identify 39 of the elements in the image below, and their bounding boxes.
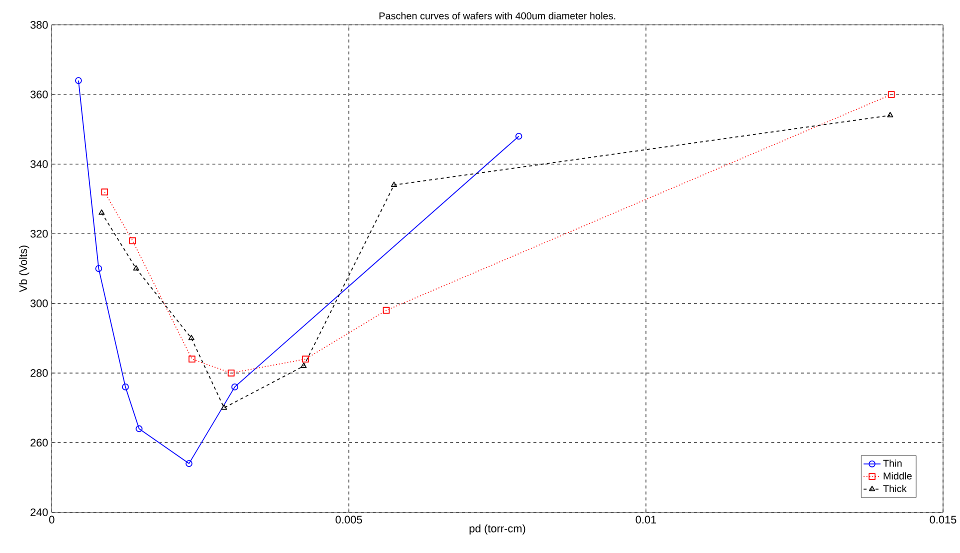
point <box>133 265 140 270</box>
point <box>98 209 105 215</box>
y-tick-label: 360 <box>30 90 48 98</box>
legend-label: Middle <box>884 472 912 480</box>
point <box>95 265 102 272</box>
y-tick-label: 380 <box>30 20 48 29</box>
point <box>888 91 895 98</box>
x-tick-label: 0 <box>49 516 54 524</box>
point <box>75 77 82 84</box>
point <box>136 425 143 432</box>
point <box>129 237 136 244</box>
point <box>228 370 235 376</box>
x-tick-label: 0.01 <box>636 516 656 524</box>
y-tick-label: 320 <box>30 230 48 238</box>
point <box>515 132 522 140</box>
y-tick-label: 240 <box>30 508 48 516</box>
point <box>101 188 108 196</box>
y-tick-label: 260 <box>30 438 48 446</box>
point <box>300 362 307 368</box>
legend-label: Thin <box>883 460 902 467</box>
point <box>188 356 196 362</box>
y-axis-title: Vb (Volts) <box>19 246 30 292</box>
point <box>887 112 894 118</box>
y-tick-label: 300 <box>30 300 48 308</box>
x-tick-label: 0.005 <box>336 516 362 524</box>
point <box>188 334 194 340</box>
point <box>231 384 238 390</box>
point <box>390 182 398 187</box>
chart-title: Paschen curves of wafers with 400um diameter holes. <box>380 12 616 20</box>
x-axis-title: pd (torr-cm) <box>470 524 526 534</box>
y-tick-label: 340 <box>30 160 48 168</box>
y-tick-label: 280 <box>30 369 48 377</box>
point <box>186 460 192 467</box>
point <box>382 306 390 314</box>
point <box>122 384 129 390</box>
point <box>302 356 309 362</box>
legend-label: Thick <box>883 484 907 492</box>
point <box>221 404 228 410</box>
x-tick-label: 0.015 <box>930 516 956 524</box>
